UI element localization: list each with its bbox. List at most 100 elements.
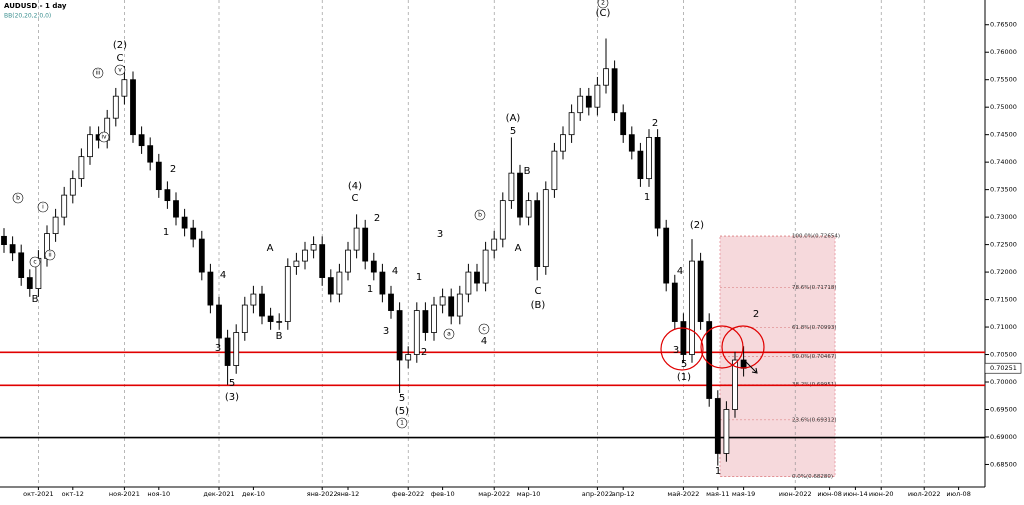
candle-body <box>319 244 326 278</box>
wave-label: i <box>42 204 44 211</box>
candle-body <box>499 200 506 240</box>
candle-body <box>448 296 455 317</box>
candle-body <box>723 409 730 454</box>
wave-label: v <box>118 67 122 74</box>
candle-body <box>112 95 119 119</box>
candle-body <box>336 271 343 295</box>
wave-label: c <box>33 259 36 266</box>
candle-body <box>362 227 369 262</box>
candle-body <box>293 260 300 267</box>
candle-body <box>353 227 360 251</box>
candle-body <box>534 200 541 267</box>
annotation-ring <box>597 0 609 9</box>
wave-label: (2) <box>113 40 127 51</box>
wave-label: 2 <box>374 213 380 224</box>
annotation-ring <box>92 67 104 79</box>
candle-body <box>52 216 59 235</box>
annotation-ring <box>12 192 24 204</box>
wave-label: 1 <box>715 466 721 477</box>
wave-label: (C) <box>596 8 611 19</box>
wave-label: B <box>524 166 531 177</box>
wave-label: B <box>276 331 283 342</box>
fib-label: 0.0%(0.68280) <box>792 474 833 480</box>
y-tick-label: 0.69500 <box>990 405 1017 413</box>
wave-label: (1) <box>677 372 691 383</box>
wave-label: b <box>16 195 20 202</box>
wave-label: 1 <box>367 284 373 295</box>
last-price-label: 0.70251 <box>990 364 1017 372</box>
x-tick-label: апр-12 <box>612 490 635 498</box>
y-tick-label: 0.73000 <box>990 213 1017 221</box>
annotation-ring <box>443 328 455 340</box>
candle-body <box>276 321 283 323</box>
candle-body <box>456 293 463 317</box>
candle-body <box>130 79 136 136</box>
x-tick-label: июл-2022 <box>908 490 941 498</box>
candle-body <box>542 189 549 267</box>
x-tick-label: июн-08 <box>817 490 842 498</box>
y-tick-label: 0.72000 <box>990 268 1017 276</box>
candle-body <box>302 249 308 262</box>
wave-label: 1 <box>644 192 650 203</box>
x-tick-label: апр-2022 <box>582 490 613 498</box>
x-tick-label: ноя-2021 <box>109 490 140 498</box>
y-tick-label: 0.74500 <box>990 131 1017 139</box>
candle-body <box>9 244 16 254</box>
wave-label: 5 <box>510 126 516 137</box>
y-tick-label: 0.71000 <box>990 323 1017 331</box>
candle-body <box>233 332 240 366</box>
candle-body <box>465 271 472 295</box>
candle-body <box>138 134 145 147</box>
candle-body <box>207 271 214 306</box>
wave-label: 5 <box>399 393 405 404</box>
candle-body <box>594 84 601 108</box>
wave-label: ii <box>48 252 52 259</box>
x-tick-label: дек-2021 <box>203 490 234 498</box>
x-tick-label: фев-10 <box>431 490 455 498</box>
wave-label: C <box>535 286 542 297</box>
candle-body <box>637 150 644 180</box>
y-tick-label: 0.75000 <box>990 103 1017 111</box>
highlight-circle <box>660 327 704 371</box>
candle-body <box>173 200 179 218</box>
y-tick-label: 0.68500 <box>990 460 1017 468</box>
y-tick-label: 0.69000 <box>990 433 1017 441</box>
candle-body <box>431 304 437 333</box>
candle-body <box>551 150 558 191</box>
candle-body <box>413 310 420 355</box>
annotation-ring <box>114 64 126 76</box>
annotation-ring <box>37 201 49 213</box>
candle-body <box>654 137 661 229</box>
x-tick-label: июн-20 <box>869 490 894 498</box>
x-tick-label: окт-12 <box>62 490 84 498</box>
candle-body <box>603 68 609 86</box>
candle-body <box>706 321 713 399</box>
wave-label: C <box>117 53 124 64</box>
y-tick-label: 0.70500 <box>990 351 1017 359</box>
annotation-ring <box>44 249 56 261</box>
wave-label: c <box>482 326 485 333</box>
chart-subtitle: BB(20,20,2,0,0) <box>4 13 51 20</box>
wave-label: 4 <box>481 336 487 347</box>
candle-body <box>164 189 171 202</box>
y-tick-label: 0.71500 <box>990 296 1017 304</box>
candle-body <box>689 260 695 355</box>
wave-label: 3 <box>437 229 443 240</box>
candle-body <box>379 271 386 295</box>
wave-label: 5 <box>229 378 235 389</box>
candle-body <box>69 178 76 196</box>
wave-label: 1 <box>400 420 404 427</box>
candle-body <box>388 293 394 311</box>
candle-body <box>241 304 248 333</box>
annotation-ring <box>474 209 486 221</box>
candle-body <box>250 293 257 306</box>
annotation-ring <box>29 256 41 268</box>
x-tick-label: мая-19 <box>732 490 755 498</box>
wave-label: 5 <box>681 359 687 370</box>
candle-body <box>190 227 197 240</box>
fib-label: 23.6%(0.69312) <box>792 417 837 423</box>
candle-body <box>147 145 154 163</box>
wave-label: 4 <box>220 270 226 281</box>
wave-label: 4 <box>677 266 683 277</box>
x-tick-label: мар-10 <box>517 490 541 498</box>
